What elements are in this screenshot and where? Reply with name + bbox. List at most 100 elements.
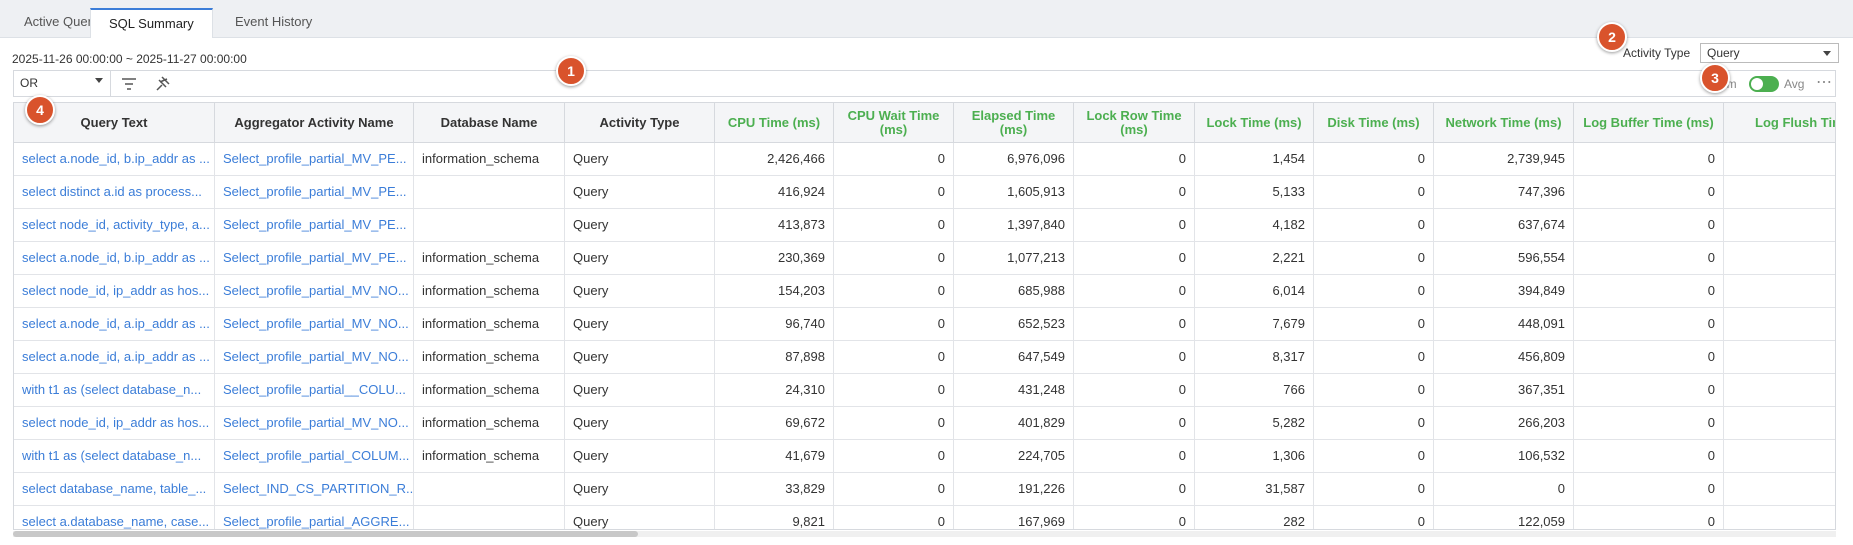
filter-select[interactable]: OR (13, 70, 111, 97)
table-cell[interactable]: with t1 as (select database_n... (14, 440, 215, 473)
table-cell[interactable]: Select_profile_partial_MV_PE... (215, 143, 414, 176)
table-cell: information_schema (414, 440, 565, 473)
table-cell: 5,133 (1195, 176, 1314, 209)
table-cell: 0 (1314, 506, 1434, 529)
filter-icons[interactable] (121, 75, 181, 93)
table-cell (414, 506, 565, 529)
column-header: Disk Time (ms) (1314, 103, 1434, 143)
table-cell[interactable]: select node_id, ip_addr as hos... (14, 275, 215, 308)
table-cell[interactable]: Select_profile_partial_MV_NO... (215, 341, 414, 374)
table-cell: 647,549 (954, 341, 1074, 374)
table-cell: 224,705 (954, 440, 1074, 473)
table-cell: 0 (1574, 473, 1724, 506)
more-button[interactable]: ⋯ (1816, 74, 1832, 91)
table-cell[interactable]: Select_profile_partial_MV_NO... (215, 407, 414, 440)
table-cell: 5,282 (1195, 407, 1314, 440)
tab[interactable]: Event History (235, 14, 313, 29)
table-cell: 685,988 (954, 275, 1074, 308)
column-header: Database Name (414, 103, 565, 143)
badge: 1 (556, 56, 586, 86)
table-cell (1724, 209, 1835, 242)
table-cell: information_schema (414, 341, 565, 374)
table-cell[interactable]: Select_profile_partial_AGGRE... (215, 506, 414, 529)
table-cell: 9,821 (715, 506, 834, 529)
table-cell: 0 (1574, 374, 1724, 407)
table-cell[interactable]: Select_profile_partial_MV_NO... (215, 308, 414, 341)
table-cell: 766 (1195, 374, 1314, 407)
table-cell[interactable]: select a.node_id, b.ip_addr as ... (14, 242, 215, 275)
table-cell[interactable]: Select_profile_partial_MV_PE... (215, 176, 414, 209)
table-cell (1724, 242, 1835, 275)
table-cell: 8,317 (1195, 341, 1314, 374)
table-cell[interactable]: Select_profile_partial_MV_PE... (215, 209, 414, 242)
table-cell: 0 (1074, 407, 1195, 440)
table-cell (1724, 341, 1835, 374)
table-cell: 367,351 (1434, 374, 1574, 407)
table-cell: 0 (834, 506, 954, 529)
activity-type-select[interactable]: Query (1700, 43, 1839, 63)
table-cell: 122,059 (1434, 506, 1574, 529)
table-cell: 69,672 (715, 407, 834, 440)
table-cell: 0 (1574, 506, 1724, 529)
table-cell[interactable]: Select_profile_partial__COLU... (215, 374, 414, 407)
table-cell: 4,182 (1195, 209, 1314, 242)
table-cell: Query (565, 440, 715, 473)
table-cell: 0 (1574, 143, 1724, 176)
table-cell: Query (565, 473, 715, 506)
tab[interactable]: SQL Summary (90, 8, 213, 38)
table-cell: 0 (1314, 143, 1434, 176)
table-cell[interactable]: select distinct a.id as process... (14, 176, 215, 209)
table-cell (1724, 176, 1835, 209)
filter-bar (13, 70, 1836, 97)
table-cell: 0 (834, 275, 954, 308)
table-cell: 33,829 (715, 473, 834, 506)
table-cell[interactable]: Select_profile_partial_COLUM... (215, 440, 414, 473)
table-cell: 0 (1574, 242, 1724, 275)
table-cell[interactable]: Select_IND_CS_PARTITION_R... (215, 473, 414, 506)
table-cell: 1,077,213 (954, 242, 1074, 275)
table-cell: 6,976,096 (954, 143, 1074, 176)
table-cell[interactable]: select node_id, activity_type, a... (14, 209, 215, 242)
table-cell[interactable]: select node_id, ip_addr as hos... (14, 407, 215, 440)
table-cell: 0 (1574, 407, 1724, 440)
tab-bar (0, 0, 1853, 38)
table-cell: 0 (834, 341, 954, 374)
table-cell: 401,829 (954, 407, 1074, 440)
table-cell[interactable]: with t1 as (select database_n... (14, 374, 215, 407)
table-cell: 0 (1314, 209, 1434, 242)
table-cell (1724, 473, 1835, 506)
table-cell[interactable]: select a.node_id, a.ip_addr as ... (14, 308, 215, 341)
table-cell: Query (565, 242, 715, 275)
table-cell: 413,873 (715, 209, 834, 242)
table-cell: 0 (834, 242, 954, 275)
table-cell: 2,221 (1195, 242, 1314, 275)
table-cell: 596,554 (1434, 242, 1574, 275)
table-cell: 6,014 (1195, 275, 1314, 308)
table-cell: 31,587 (1195, 473, 1314, 506)
table-cell: 448,091 (1434, 308, 1574, 341)
table-cell: 0 (1074, 308, 1195, 341)
table-cell: 0 (1314, 473, 1434, 506)
toggle-avg: Avg (1784, 77, 1805, 91)
toggle[interactable] (1749, 76, 1779, 92)
table-cell: 0 (1574, 209, 1724, 242)
table-cell: 0 (1074, 341, 1195, 374)
table-cell: 1,605,913 (954, 176, 1074, 209)
column-header: Network Time (ms) (1434, 103, 1574, 143)
table-cell: 747,396 (1434, 176, 1574, 209)
table-cell: 0 (1574, 440, 1724, 473)
table-cell (1724, 275, 1835, 308)
table-cell[interactable]: select a.database_name, case... (14, 506, 215, 529)
table-cell[interactable]: Select_profile_partial_MV_PE... (215, 242, 414, 275)
table-cell[interactable]: select a.node_id, b.ip_addr as ... (14, 143, 215, 176)
table-cell: 0 (834, 176, 954, 209)
table-cell (1724, 308, 1835, 341)
tab[interactable]: Active Query (24, 14, 99, 29)
table-cell[interactable]: Select_profile_partial_MV_NO... (215, 275, 414, 308)
table-cell: 416,924 (715, 176, 834, 209)
table-cell: 0 (1314, 374, 1434, 407)
table-cell: 0 (834, 473, 954, 506)
table-cell[interactable]: select a.node_id, a.ip_addr as ... (14, 341, 215, 374)
table: Query Text Aggregator Activity Name Databa… (13, 102, 1836, 530)
table-cell[interactable]: select database_name, table_... (14, 473, 215, 506)
